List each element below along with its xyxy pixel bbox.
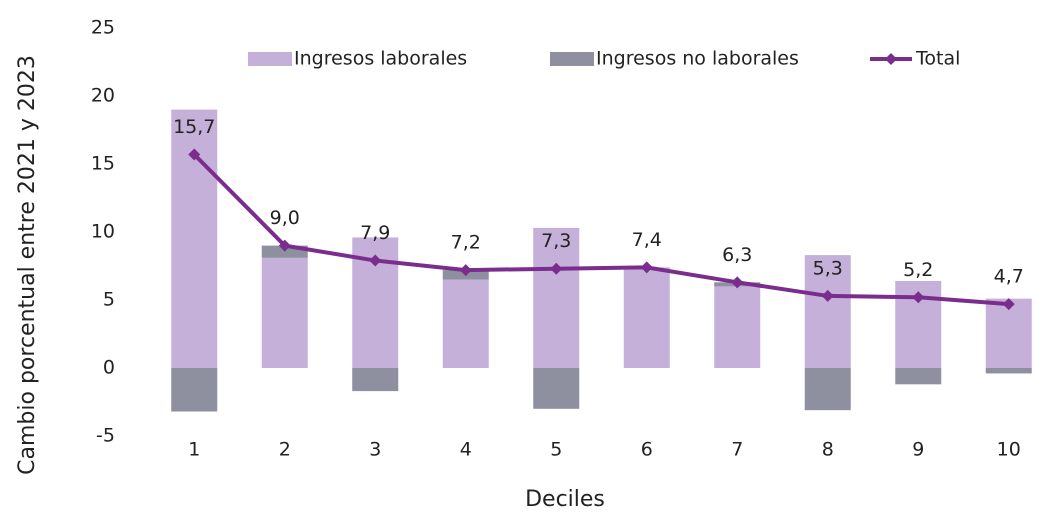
data-label: 5,3 [813, 257, 843, 279]
y-tick-label: 15 [91, 153, 115, 175]
marker [731, 276, 744, 289]
x-tick-label: 4 [460, 439, 472, 461]
bar [623, 267, 670, 368]
y-tick-label: 5 [103, 289, 115, 311]
bar [804, 368, 851, 411]
marker [188, 148, 201, 161]
x-tick-label: 7 [731, 439, 743, 461]
y-tick-label: 25 [91, 17, 115, 39]
legend-label: Ingresos laborales [294, 48, 467, 70]
bar [985, 368, 1032, 374]
legend-label: Ingresos no laborales [596, 48, 799, 70]
y-axis-title: Cambio porcentual entre 2021 y 2023 [15, 55, 40, 475]
bar [171, 368, 218, 412]
data-label: 4,7 [994, 266, 1024, 288]
legend-swatch [550, 52, 594, 66]
marker [821, 289, 834, 302]
bar [261, 257, 308, 368]
data-label: 5,2 [903, 259, 933, 281]
bar [533, 368, 580, 409]
marker [1002, 298, 1015, 311]
x-tick-label: 1 [188, 439, 200, 461]
bar [442, 279, 489, 368]
x-tick-label: 2 [279, 439, 291, 461]
marker [369, 254, 382, 267]
bar [985, 298, 1032, 368]
x-tick-label: 6 [641, 439, 653, 461]
bar [714, 286, 761, 368]
bar [804, 255, 851, 368]
data-label: 6,3 [722, 244, 752, 266]
bar [533, 227, 580, 368]
bar [352, 368, 399, 392]
data-label: 7,2 [451, 232, 481, 254]
data-label: 7,9 [360, 222, 390, 244]
bar [895, 368, 942, 385]
x-tick-label: 5 [550, 439, 562, 461]
bar [171, 109, 218, 368]
line [192, 153, 1009, 307]
x-tick-label: 9 [912, 439, 924, 461]
legend-swatch [885, 53, 897, 65]
x-tick-label: 10 [997, 439, 1021, 461]
marker [459, 264, 472, 277]
x-tick-label: 8 [822, 439, 834, 461]
marker [550, 262, 563, 275]
marker [912, 291, 925, 304]
data-label: 15,7 [173, 116, 215, 138]
x-axis-title: Deciles [525, 487, 605, 512]
y-tick-label: 20 [91, 85, 115, 107]
y-tick-label: 10 [91, 221, 115, 243]
data-label: 9,0 [270, 207, 300, 229]
marker [278, 239, 291, 252]
y-tick-label: 0 [103, 357, 115, 379]
data-label: 7,4 [632, 229, 662, 251]
marker [640, 261, 653, 274]
legend-label: Total [915, 48, 960, 70]
x-tick-label: 3 [369, 439, 381, 461]
data-label: 7,3 [541, 230, 571, 252]
y-tick-label: -5 [96, 425, 115, 447]
legend-swatch [248, 52, 292, 66]
